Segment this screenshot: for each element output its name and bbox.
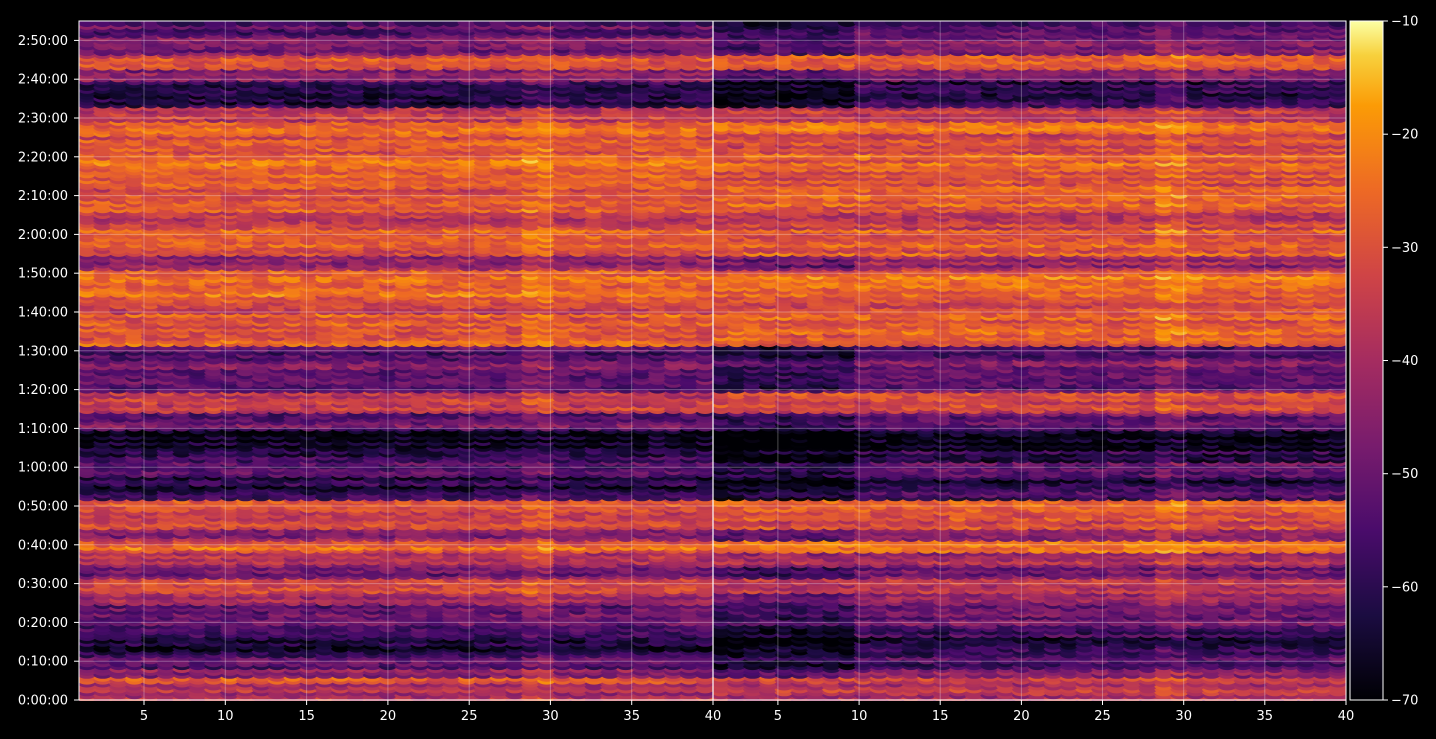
heatmap-panel-left (79, 21, 713, 701)
